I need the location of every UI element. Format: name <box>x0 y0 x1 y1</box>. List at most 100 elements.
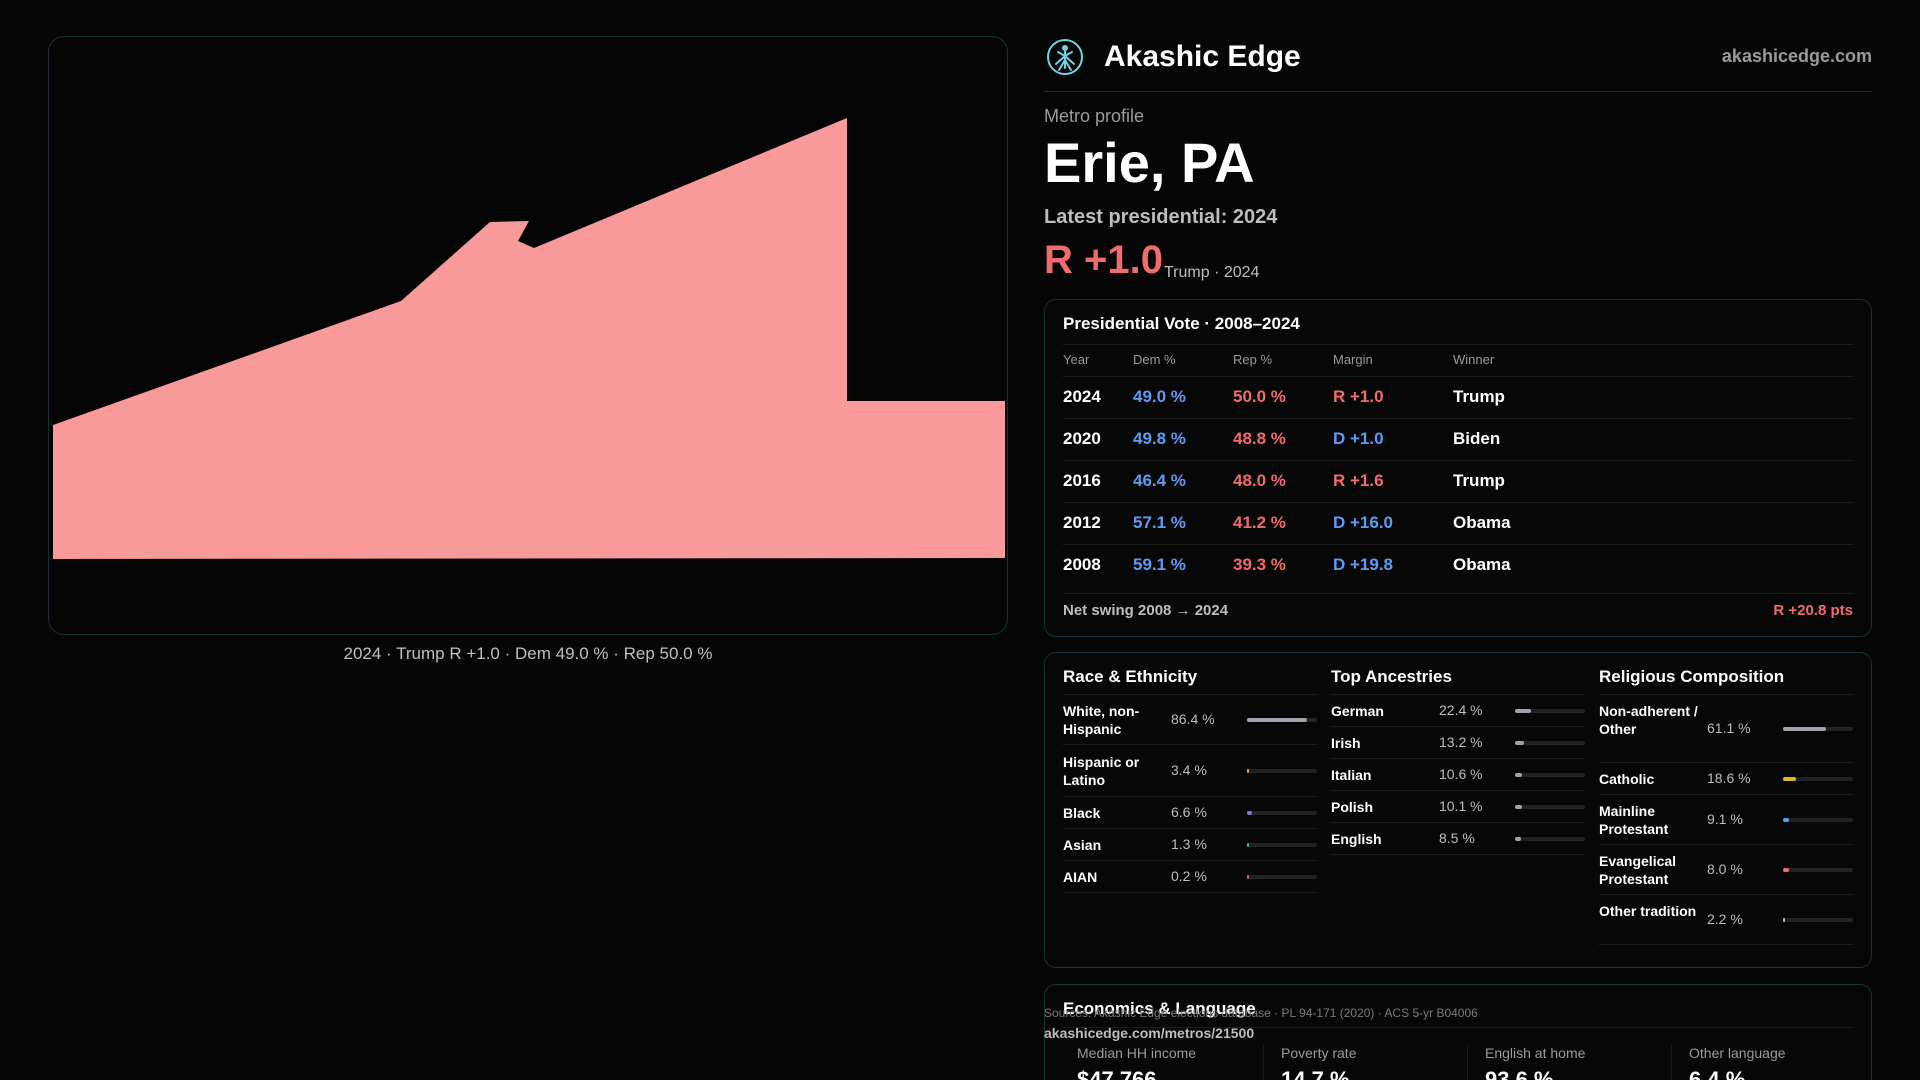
row-rep: 48.8 % <box>1233 429 1286 448</box>
race-row[interactable]: Asian 1.3 % <box>1063 829 1317 861</box>
ancestry-bar-track <box>1515 773 1585 777</box>
stat-label: Other language <box>1689 1045 1786 1061</box>
religion-bar-fill <box>1783 727 1826 731</box>
religion-bar-fill <box>1783 777 1797 781</box>
map-caption: 2024 · Trump R +1.0 · Dem 49.0 % · Rep 5… <box>343 644 713 663</box>
race-row[interactable]: White, non-Hispanic 86.4 % <box>1063 695 1317 745</box>
religion-bar-fill <box>1783 918 1785 922</box>
row-margin: R +1.0 <box>1333 387 1384 406</box>
stat-label: Poverty rate <box>1281 1045 1357 1061</box>
brand-name[interactable]: Akashic Edge <box>1104 40 1301 73</box>
table-row[interactable]: 2012 57.1 % 41.2 % D +16.0 Obama <box>1063 502 1853 544</box>
divider <box>1467 1045 1468 1080</box>
race-row[interactable]: AIAN 0.2 % <box>1063 861 1317 893</box>
religion-value: 61.1 % <box>1707 720 1751 736</box>
demographics-card: Race & Ethnicity White, non-Hispanic 86.4… <box>1044 652 1872 968</box>
religion-bar-track <box>1783 727 1853 731</box>
religion-bar-track <box>1783 918 1853 922</box>
religion-value: 9.1 % <box>1707 811 1743 827</box>
race-bar-track <box>1247 718 1317 722</box>
ancestry-bar-track <box>1515 837 1585 841</box>
race-value: 0.2 % <box>1171 868 1207 884</box>
race-label: Black <box>1063 805 1101 821</box>
stat-label: Median HH income <box>1077 1045 1197 1061</box>
race-label: Hispanic or Latino <box>1063 754 1140 788</box>
religion-row[interactable]: Non-adherent / Other 61.1 % <box>1599 695 1853 763</box>
ancestry-row[interactable]: Polish 10.1 % <box>1331 791 1585 823</box>
row-year: 2016 <box>1063 471 1101 490</box>
race-row[interactable]: Black 6.6 % <box>1063 797 1317 829</box>
race-ethnicity-title: Race & Ethnicity <box>1063 667 1317 695</box>
ancestry-bar-track <box>1515 805 1585 809</box>
race-bar-fill <box>1247 769 1250 773</box>
ancestry-value: 10.6 % <box>1439 766 1483 782</box>
ancestry-bar-fill <box>1515 805 1523 809</box>
stat-value: $47,766 <box>1077 1067 1157 1080</box>
permalink[interactable]: akashicedge.com/metros/21500 <box>1044 1025 1255 1041</box>
ancestry-bar-fill <box>1515 837 1521 841</box>
ancestry-row[interactable]: Italian 10.6 % <box>1331 759 1585 791</box>
table-row[interactable]: 2008 59.1 % 39.3 % D +19.8 Obama <box>1063 544 1853 586</box>
religion-bar-fill <box>1783 868 1789 872</box>
top-ancestries-title: Top Ancestries <box>1331 667 1585 695</box>
ancestry-bar-fill <box>1515 773 1523 777</box>
divider <box>1671 1045 1672 1080</box>
table-row[interactable]: 2016 46.4 % 48.0 % R +1.6 Trump <box>1063 460 1853 502</box>
row-rep: 39.3 % <box>1233 555 1286 574</box>
religion-label: Catholic <box>1599 771 1655 787</box>
race-label: AIAN <box>1063 869 1098 885</box>
religion-value: 2.2 % <box>1707 911 1743 927</box>
site-header: Akashic Edge akashicedge.com <box>1044 34 1872 92</box>
religion-row[interactable]: Other tradition 2.2 % <box>1599 895 1853 945</box>
ancestry-row[interactable]: English 8.5 % <box>1331 823 1585 855</box>
stat-value: 93.6 % <box>1485 1067 1554 1080</box>
race-bar-fill <box>1247 718 1308 722</box>
row-dem: 59.1 % <box>1133 555 1186 574</box>
religion-label: Evangelical Protestant <box>1599 853 1677 887</box>
presidential-vote-title: Presidential Vote · 2008–2024 <box>1063 314 1300 333</box>
site-link[interactable]: akashicedge.com <box>1721 46 1872 66</box>
religion-bar-fill <box>1783 818 1790 822</box>
race-ethnicity-section: Race & Ethnicity White, non-Hispanic 86.4… <box>1063 667 1317 893</box>
person-tree-icon[interactable] <box>1046 38 1084 76</box>
row-rep: 41.2 % <box>1233 513 1286 532</box>
religion-row[interactable]: Catholic 18.6 % <box>1599 763 1853 795</box>
race-bar-fill <box>1247 875 1249 879</box>
race-bar-fill <box>1247 811 1252 815</box>
economics-language-title: Economics & Language <box>1063 999 1256 1018</box>
metro-profile-column: Akashic Edge akashicedge.com Metro profi… <box>1044 0 1872 1080</box>
stat-value: 6.4 % <box>1689 1067 1746 1080</box>
table-row[interactable]: 2024 49.0 % 50.0 % R +1.0 Trump <box>1063 376 1853 418</box>
ancestry-bar-fill <box>1515 709 1531 713</box>
row-winner: Trump <box>1453 387 1505 406</box>
religion-label: Other tradition <box>1599 903 1697 919</box>
sources-note: Sources: Akashic Edge elections database… <box>1044 1006 1478 1020</box>
table-row[interactable]: 2020 49.8 % 48.8 % D +1.0 Biden <box>1063 418 1853 460</box>
race-value: 3.4 % <box>1171 762 1207 778</box>
metro-map-panel[interactable] <box>48 36 1008 635</box>
row-winner: Obama <box>1453 513 1511 532</box>
metro-boundary-shape[interactable] <box>53 118 1005 559</box>
ancestry-value: 22.4 % <box>1439 702 1483 718</box>
row-margin: D +16.0 <box>1333 513 1394 532</box>
ancestry-row[interactable]: Irish 13.2 % <box>1331 727 1585 759</box>
page-eyebrow: Metro profile <box>1044 106 1145 126</box>
religion-row[interactable]: Evangelical Protestant 8.0 % <box>1599 845 1853 895</box>
column-header-rep: Rep % <box>1233 352 1273 367</box>
stat-value: 14.7 % <box>1281 1067 1350 1080</box>
ancestry-value: 10.1 % <box>1439 798 1483 814</box>
english-at-home-stat: English at home 93.6 % <box>1485 1045 1585 1080</box>
ancestry-label: English <box>1331 831 1382 847</box>
ancestry-row[interactable]: German 22.4 % <box>1331 695 1585 727</box>
ancestry-label: German <box>1331 703 1384 719</box>
religious-composition-title: Religious Composition <box>1599 667 1853 695</box>
race-bar-track <box>1247 811 1317 815</box>
ancestry-value: 13.2 % <box>1439 734 1483 750</box>
row-year: 2020 <box>1063 429 1101 448</box>
ancestry-bar-track <box>1515 741 1585 745</box>
row-dem: 46.4 % <box>1133 471 1186 490</box>
row-year: 2008 <box>1063 555 1101 574</box>
race-row[interactable]: Hispanic or Latino 3.4 % <box>1063 745 1317 797</box>
religion-row[interactable]: Mainline Protestant 9.1 % <box>1599 795 1853 845</box>
race-value: 86.4 % <box>1171 711 1215 727</box>
